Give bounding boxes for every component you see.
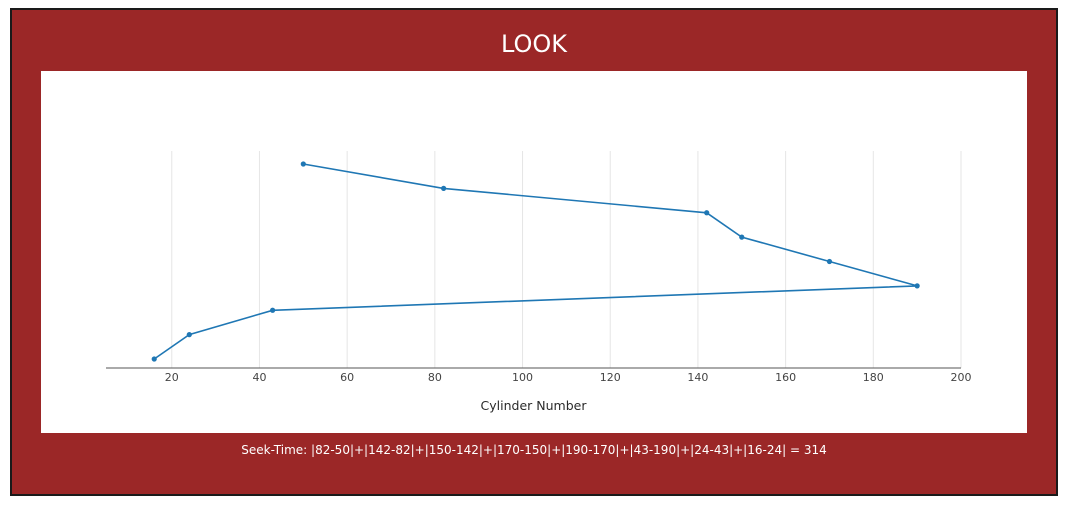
x-tick-label: 60 bbox=[340, 371, 354, 384]
plot-area: 20 40 60 80 100 120 140 160 180 200 Cylinder Numb… bbox=[41, 71, 1027, 433]
x-tick-label: 160 bbox=[775, 371, 796, 384]
data-point bbox=[186, 332, 192, 338]
x-tick-label: 120 bbox=[600, 371, 621, 384]
data-point bbox=[300, 161, 306, 167]
data-point bbox=[270, 307, 276, 313]
data-point bbox=[826, 258, 833, 265]
series-points bbox=[151, 161, 920, 362]
x-tick-label: 40 bbox=[252, 371, 266, 384]
line-chart: 20 40 60 80 100 120 140 160 180 200 Cylinder Numb… bbox=[106, 151, 972, 413]
seek-time-summary: Seek-Time: |82-50|+|142-82|+|150-142|+|1… bbox=[241, 443, 827, 457]
chart-title: LOOK bbox=[500, 30, 568, 58]
data-point bbox=[704, 210, 710, 216]
x-tick-label: 100 bbox=[512, 371, 533, 384]
series-line bbox=[153, 163, 918, 360]
data-point bbox=[151, 356, 157, 362]
x-axis-ticks: 20 40 60 80 100 120 140 160 180 200 bbox=[165, 371, 972, 384]
x-tick-label: 200 bbox=[951, 371, 972, 384]
x-tick-label: 80 bbox=[428, 371, 442, 384]
grid-lines bbox=[171, 151, 962, 368]
data-point bbox=[441, 185, 447, 191]
x-axis-title: Cylinder Number bbox=[481, 398, 588, 413]
x-tick-label: 180 bbox=[863, 371, 884, 384]
data-point bbox=[739, 234, 745, 240]
x-tick-label: 20 bbox=[165, 371, 179, 384]
data-point bbox=[914, 283, 920, 289]
chart-frame: LOOK 20 40 60 80 100 120 140 160 180 200 Cylinder… bbox=[10, 8, 1058, 496]
x-tick-label: 140 bbox=[687, 371, 708, 384]
